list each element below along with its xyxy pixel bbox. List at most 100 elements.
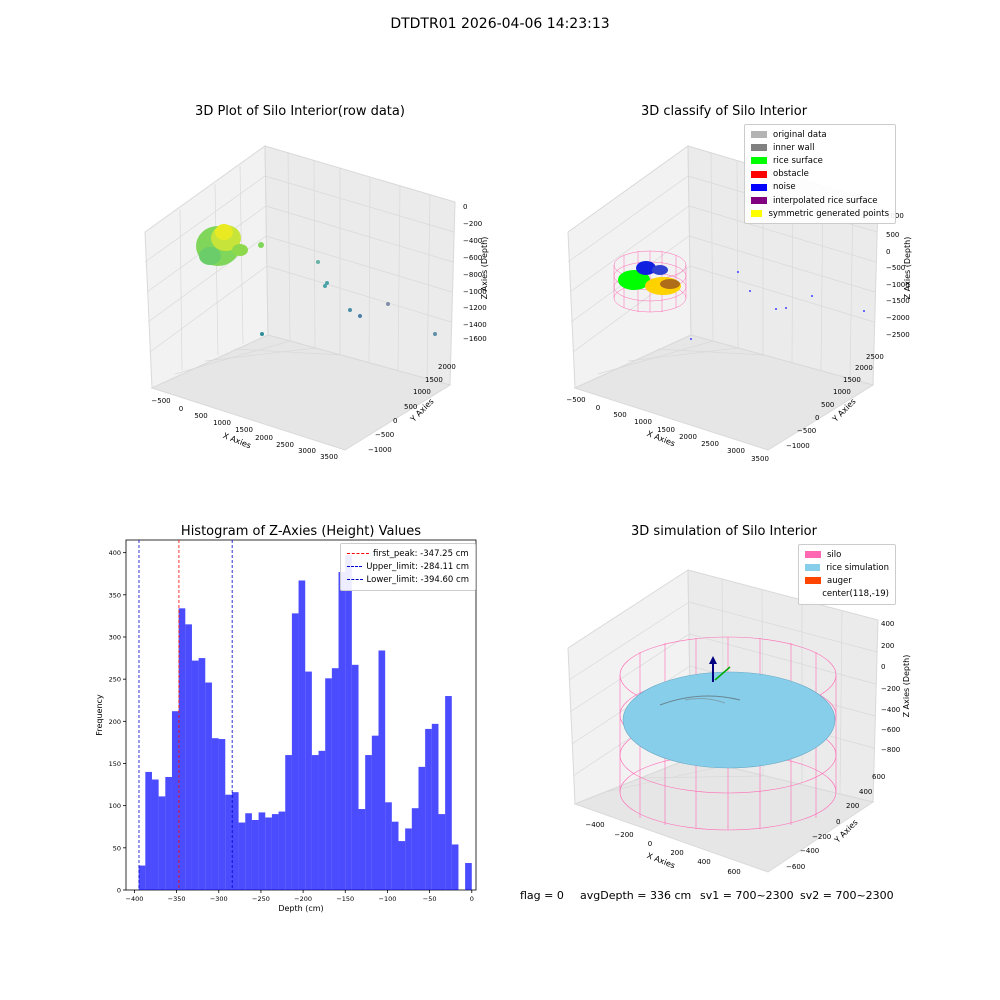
- simulation-plot-title: 3D simulation of Silo Interior: [631, 524, 817, 539]
- status-sv2: sv2 = 700~2300: [800, 889, 894, 902]
- histogram-bar: [465, 863, 472, 890]
- raw-x-tick: 3000: [298, 447, 316, 455]
- simulation-3d-plot: −400 −200 0 200 400 600 X Axies 600 400 …: [567, 569, 911, 876]
- simulation-y-tick: 400: [859, 788, 872, 796]
- classify-x-tick: 500: [613, 411, 626, 419]
- histogram-bar: [425, 728, 432, 890]
- x-tick-label: −50: [423, 895, 437, 903]
- simulation-legend: silo rice simulation auger center(118,-1…: [798, 544, 896, 605]
- legend-label: interpolated rice surface: [773, 195, 878, 206]
- raw-x-tick: 1500: [235, 426, 253, 434]
- figure-title: DTDTR01 2026-04-06 14:23:13: [390, 16, 610, 32]
- histogram-x-ticks: −400 −350 −300 −250 −200 −150 −100 −50 0: [126, 890, 474, 903]
- histogram-bar: [331, 668, 339, 890]
- legend-item: center(118,-19): [805, 588, 889, 601]
- status-sv1: sv1 = 700~2300: [700, 889, 794, 902]
- classify-y-tick: 1500: [843, 376, 861, 384]
- legend-swatch: [805, 577, 821, 585]
- legend-swatch: [751, 157, 767, 165]
- legend-line: [347, 579, 363, 581]
- legend-item: interpolated rice surface: [751, 194, 889, 207]
- classify-z-axis-label: Z Axies (Depth): [903, 237, 912, 300]
- histogram-legend: first_peak: -347.25 cm Upper_limit: -284…: [340, 543, 476, 591]
- raw-panes: [144, 145, 456, 451]
- histogram-chart: −400 −350 −300 −250 −200 −150 −100 −50 0 0 50 100 1…: [95, 539, 477, 913]
- histogram-bar: [278, 811, 286, 890]
- classify-point-cloud: [618, 261, 681, 295]
- simulation-y-tick: −200: [812, 833, 831, 841]
- legend-item: silo: [805, 548, 889, 561]
- raw-x-tick: 500: [194, 412, 207, 420]
- classify-y-tick: 1000: [833, 388, 851, 396]
- histogram-bar: [265, 817, 272, 890]
- raw-grid: [144, 151, 455, 379]
- simulation-z-tick: −600: [881, 726, 900, 734]
- classify-z-tick: −500: [886, 264, 905, 272]
- raw-z-axis-label: Z Axies (Depth): [480, 237, 489, 300]
- classify-x-tick: 3000: [727, 447, 745, 455]
- histogram-bar: [365, 755, 372, 890]
- legend-label: center(118,-19): [822, 589, 889, 600]
- classify-x-tick: 1000: [634, 418, 652, 426]
- legend-swatch: [751, 210, 763, 218]
- simulation-y-tick: −600: [786, 863, 805, 871]
- simulation-y-ticks: 600 400 200 0 −200 −400 −600: [786, 773, 885, 871]
- raw-z-tick: −800: [463, 271, 482, 279]
- legend-label: symmetric generated points: [768, 208, 889, 219]
- histogram-bar: [445, 696, 452, 890]
- raw-z-tick: −1400: [463, 321, 487, 329]
- legend-label: Lower_limit: -394.60 cm: [366, 574, 469, 585]
- simulation-z-ticks: 400 200 0 −200 −400 −600 −800: [881, 620, 900, 754]
- histogram-bar: [138, 865, 146, 890]
- histogram-bar: [291, 613, 299, 890]
- x-tick-label: −400: [126, 895, 144, 903]
- classify-y-tick: −1000: [786, 442, 810, 450]
- classify-z-tick: −1500: [886, 297, 910, 305]
- histogram-bar: [385, 802, 392, 890]
- simulation-rice-surface: [622, 671, 836, 769]
- y-tick-label: 150: [109, 760, 121, 768]
- x-tick-label: −200: [294, 895, 312, 903]
- histogram-bar: [231, 792, 239, 890]
- raw-z-tick: −1000: [463, 288, 487, 296]
- raw-z-tick: −1200: [463, 304, 487, 312]
- y-tick-label: 0: [117, 887, 121, 895]
- simulation-z-tick: −800: [881, 746, 900, 754]
- histogram-bar: [271, 814, 279, 890]
- histogram-bar: [345, 555, 352, 890]
- classify-z-tick: −1000: [886, 281, 910, 289]
- classify-legend: original data inner wall rice surface ob…: [744, 124, 896, 225]
- histogram-bar: [211, 738, 219, 890]
- classify-y-tick: 2000: [855, 364, 873, 372]
- histogram-bar: [371, 735, 379, 890]
- legend-label: first_peak: -347.25 cm: [373, 548, 469, 559]
- y-tick-label: 300: [109, 633, 121, 641]
- simulation-x-tick: −200: [614, 831, 633, 839]
- legend-item: symmetric generated points: [751, 207, 889, 220]
- legend-label: obstacle: [773, 169, 809, 180]
- legend-line: [347, 566, 363, 568]
- raw-y-tick: −500: [375, 431, 394, 439]
- histogram-bar: [338, 572, 346, 890]
- raw-y-ticks: −1000 −500 0 500 1000 1500 2000: [368, 363, 456, 454]
- raw-plot-title: 3D Plot of Silo Interior(row data): [195, 104, 405, 119]
- classify-x-tick: 3500: [751, 455, 769, 463]
- auger-icon: [709, 656, 731, 682]
- classify-x-ticks: −500 0 500 1000 1500 2000 2500 3000 3500: [566, 396, 769, 463]
- classify-x-tick: 0: [596, 404, 600, 412]
- legend-label: rice surface: [773, 155, 823, 166]
- raw-x-tick: 2500: [276, 441, 294, 449]
- histogram-bar: [398, 841, 406, 890]
- histogram-bar: [351, 664, 359, 890]
- histogram-bar: [238, 822, 246, 890]
- x-tick-label: −150: [336, 895, 354, 903]
- raw-y-tick: 2000: [438, 363, 456, 371]
- y-tick-label: 100: [109, 802, 121, 810]
- x-tick-label: −250: [252, 895, 270, 903]
- x-tick-label: −100: [379, 895, 397, 903]
- classify-x-tick: 1500: [657, 426, 675, 434]
- histogram-bar: [378, 650, 386, 890]
- x-tick-label: −300: [210, 895, 228, 903]
- legend-label: rice simulation: [826, 562, 889, 573]
- legend-item: noise: [751, 181, 889, 194]
